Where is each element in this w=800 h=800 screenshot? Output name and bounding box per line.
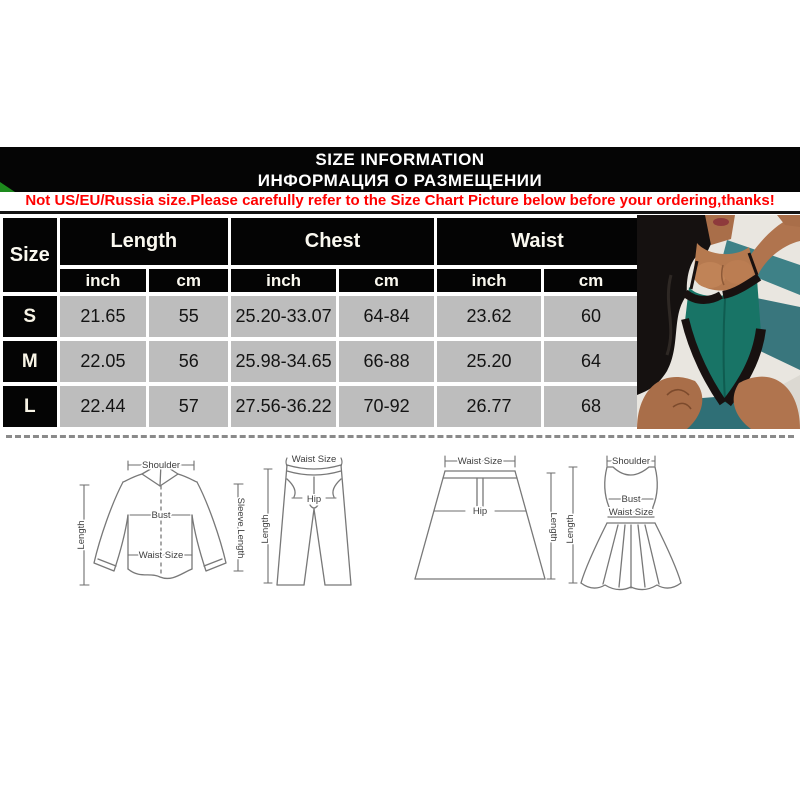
unit-cell-inch: inch — [437, 269, 542, 292]
dress-length-label: Length — [565, 514, 576, 543]
skirt-measure-lines — [433, 455, 556, 580]
waist-cm-value: 64 — [544, 341, 638, 382]
size-table: Size Length Chest Waist inch cm inch cm … — [0, 214, 641, 431]
waist-cm-value: 60 — [544, 296, 638, 337]
length-inch-value: 22.44 — [59, 386, 147, 427]
size-header-cell: Size — [3, 218, 57, 292]
table-row-s: S 21.65 55 25.20-33.07 64-84 23.62 60 — [3, 296, 638, 337]
green-corner-accent — [0, 182, 15, 192]
length-inch-value: 22.05 — [59, 341, 147, 382]
waist-inch-value: 23.62 — [437, 296, 542, 337]
skirt-length-label: Length — [548, 512, 557, 541]
pants-waist-size-label: Waist Size — [292, 454, 337, 465]
dress-shoulder-label: Shoulder — [612, 456, 650, 467]
shirt-sleeve-length-label: Sleeve Length — [235, 498, 246, 559]
unit-cell-inch: inch — [231, 269, 337, 292]
waist-header-cell: Waist — [437, 218, 638, 265]
size-label: M — [3, 341, 57, 382]
table-row-l: L 22.44 57 27.56-36.22 70-92 26.77 68 — [3, 386, 638, 427]
pants-diagram: Waist Size Hip Length — [260, 453, 352, 586]
skirt-hip-label: Hip — [473, 506, 487, 517]
divider-rule — [0, 211, 800, 214]
unit-cell-cm: cm — [544, 269, 638, 292]
pants-length-label: Length — [260, 514, 271, 543]
dress-bust-label: Bust — [621, 494, 640, 505]
chest-header-cell: Chest — [231, 218, 435, 265]
pants-hip-label: Hip — [307, 494, 321, 505]
table-row-m: M 22.05 56 25.98-34.65 66-88 25.20 64 — [3, 341, 638, 382]
bodysuit-photo-illustration — [637, 215, 800, 429]
unit-cell-cm: cm — [339, 269, 435, 292]
chest-inch-value: 25.98-34.65 — [231, 341, 337, 382]
dress-diagram: Shoulder Bust Waist Size Length — [564, 455, 682, 591]
table-units-row: inch cm inch cm inch cm — [3, 269, 638, 292]
shirt-diagram: Shoulder Length Bust Sleeve Length Waist… — [76, 459, 248, 586]
length-cm-value: 56 — [149, 341, 229, 382]
chest-cm-value: 64-84 — [339, 296, 435, 337]
banner-title-en: SIZE INFORMATION — [315, 149, 485, 169]
shirt-measure-lines — [79, 460, 244, 586]
shirt-length-label: Length — [76, 520, 87, 549]
shirt-outline — [93, 462, 227, 580]
skirt-diagram: Waist Size Hip Length — [414, 455, 557, 580]
size-table-wrap: Size Length Chest Waist inch cm inch cm … — [0, 214, 641, 431]
skirt-outline — [414, 470, 546, 580]
table-header-row: Size Length Chest Waist — [3, 218, 638, 292]
unit-cell-inch: inch — [59, 269, 147, 292]
dashed-divider — [6, 435, 794, 438]
size-label: L — [3, 386, 57, 427]
length-header-cell: Length — [59, 218, 229, 265]
pants-measure-lines — [263, 457, 343, 584]
dress-waist-size-label: Waist Size — [609, 507, 654, 518]
size-warning-text: Not US/EU/Russia size.Please carefully r… — [25, 192, 775, 209]
size-label: S — [3, 296, 57, 337]
size-information-banner: SIZE INFORMATION ИНФОРМАЦИЯ О РАЗМЕЩЕНИИ — [0, 147, 800, 192]
chest-cm-value: 70-92 — [339, 386, 435, 427]
skirt-waist-size-label: Waist Size — [458, 456, 503, 467]
chest-cm-value: 66-88 — [339, 341, 435, 382]
product-photo — [637, 215, 800, 429]
shirt-waist-size-label: Waist Size — [139, 550, 184, 561]
waist-cm-value: 68 — [544, 386, 638, 427]
waist-inch-value: 25.20 — [437, 341, 542, 382]
unit-cell-cm: cm — [149, 269, 229, 292]
length-inch-value: 21.65 — [59, 296, 147, 337]
dress-measure-lines — [568, 455, 656, 584]
length-cm-value: 57 — [149, 386, 229, 427]
shirt-shoulder-label: Shoulder — [142, 460, 180, 471]
dress-outline — [580, 466, 682, 591]
banner-title-ru: ИНФОРМАЦИЯ О РАЗМЕЩЕНИИ — [257, 170, 543, 190]
chest-inch-value: 25.20-33.07 — [231, 296, 337, 337]
waist-inch-value: 26.77 — [437, 386, 542, 427]
chest-inch-value: 27.56-36.22 — [231, 386, 337, 427]
pants-outline — [276, 464, 352, 586]
length-cm-value: 55 — [149, 296, 229, 337]
shirt-bust-label: Bust — [151, 510, 170, 521]
